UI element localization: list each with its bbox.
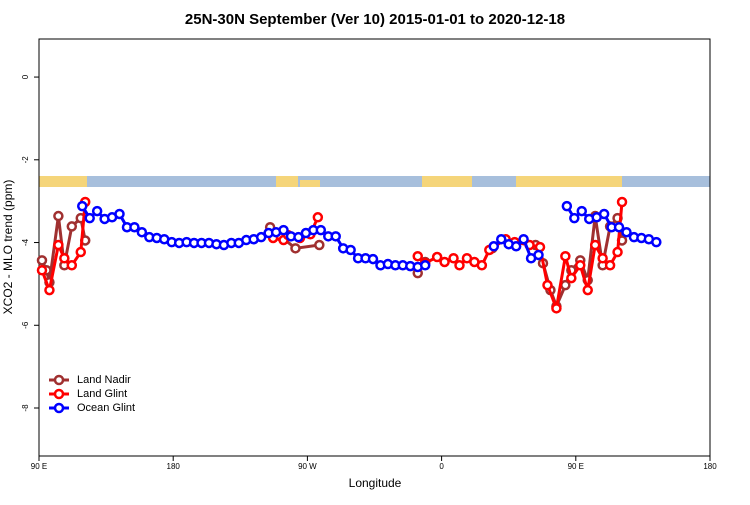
data-point [293,231,304,243]
x-tick-label: 180 [167,462,181,471]
data-point [66,260,78,271]
data-point [569,212,580,224]
x-tick-label: 0 [439,462,444,471]
data-point [255,231,267,243]
data-point [59,253,70,264]
data-point [613,221,625,233]
data-point [576,205,588,217]
data-point [566,272,577,284]
data-point [367,253,379,265]
legend-marker [53,402,65,414]
data-point [597,253,608,264]
x-tick-label: 90 E [31,462,47,471]
chart-title: 25N-30N September (Ver 10) 2015-01-01 to… [185,11,565,28]
data-point [589,239,601,251]
data-point [488,241,500,252]
ocean-band [39,176,710,187]
data-point [439,256,450,268]
legend-label: Land Glint [77,388,127,400]
data-point [454,260,465,271]
data-point [66,221,78,232]
data-point [315,224,327,236]
land-band [516,176,622,187]
legend-marker [53,374,65,386]
data-point [431,251,443,263]
data-point [36,265,48,276]
y-axis-label: XCO2 - MLO trend (ppm) [1,180,15,315]
legend-label: Ocean Glint [77,402,135,414]
data-point [518,233,529,245]
data-point [651,236,662,248]
data-point [278,224,289,236]
data-point [36,255,48,266]
data-point [136,226,148,238]
legend-label: Land Nadir [77,374,131,386]
data-point [448,253,459,264]
legend-marker [53,388,65,400]
land-band [276,176,298,187]
data-point [314,239,325,251]
data-point [75,246,87,258]
x-tick-label: 90 E [568,462,584,471]
y-tick-label: -2 [21,156,30,164]
data-point [76,200,88,212]
land-mask-band [39,176,710,187]
data-point [551,303,562,314]
data-point [582,284,593,296]
x-tick-label: 180 [703,462,717,471]
plot-frame [38,38,711,457]
data-point [44,284,55,296]
data-point [533,249,544,261]
data-point [604,260,616,271]
data-point [542,279,553,291]
x-axis-label: Longitude [349,476,402,490]
data-point [598,208,610,220]
data-point [53,210,64,222]
data-point [345,244,356,256]
data-point [561,200,573,212]
data-point [560,279,571,291]
data-point [616,196,628,208]
data-point [53,239,64,251]
y-tick-label: -6 [21,321,30,329]
data-point [91,205,103,217]
data-point [290,243,301,254]
data-point [129,221,140,233]
data-point [476,260,488,271]
y-tick-label: -8 [21,404,30,412]
data-point [419,260,431,271]
x-tick-label: 90 W [298,462,317,471]
data-point [312,212,324,223]
data-point [495,233,507,245]
data-point [560,250,571,262]
data-point [412,250,423,262]
data-point [575,260,586,271]
land-band [39,176,87,187]
land-band [422,176,472,187]
y-tick-label: 0 [21,74,30,79]
y-tick-label: -4 [21,238,30,246]
data-point [612,246,623,258]
data-point [114,208,125,220]
land-band [300,180,320,187]
data-point [510,241,522,252]
data-point [621,226,632,238]
data-point [84,212,95,224]
data-point [330,231,341,242]
